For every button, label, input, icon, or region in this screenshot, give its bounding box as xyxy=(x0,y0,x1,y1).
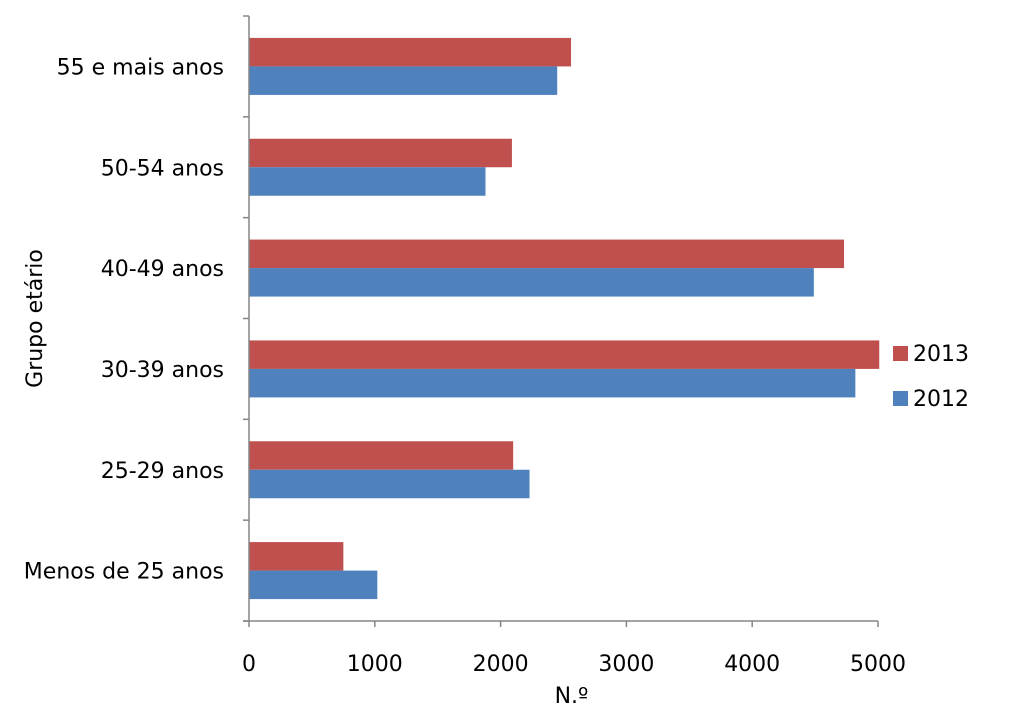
bar-2013 xyxy=(249,340,880,369)
legend-swatch xyxy=(893,391,908,406)
bar-2012 xyxy=(249,66,558,95)
x-tick-label: 5000 xyxy=(850,652,906,677)
legend-swatch xyxy=(893,346,908,361)
x-tick-label: 3000 xyxy=(598,652,654,677)
bar-2012 xyxy=(249,368,856,398)
bar-2012 xyxy=(249,167,486,196)
x-axis-title: N.º xyxy=(555,684,589,709)
bar-2013 xyxy=(249,542,344,571)
bar-2013 xyxy=(249,441,514,470)
x-tick-label: 2000 xyxy=(473,652,529,677)
category-label: 40-49 anos xyxy=(101,257,224,282)
x-tick-label: 1000 xyxy=(347,652,403,677)
bars-group xyxy=(249,37,880,600)
x-tick-labels-group: 0 1000 2000 3000 4000 5000 xyxy=(242,652,906,677)
category-label: 55 e mais anos xyxy=(57,55,224,80)
bar-2012 xyxy=(249,570,378,600)
y-axis-title: Grupo etário xyxy=(23,249,48,388)
x-tick-label: 0 xyxy=(242,652,256,677)
x-ticks-group xyxy=(248,621,879,627)
x-tick-label: 4000 xyxy=(724,652,780,677)
category-label: 50-54 anos xyxy=(101,156,224,181)
bar-2012 xyxy=(249,268,814,297)
category-label: 25-29 anos xyxy=(101,459,224,484)
axes-group xyxy=(243,16,878,622)
legend-label: 2012 xyxy=(913,387,969,412)
bar-2013 xyxy=(249,37,572,67)
bar-2013 xyxy=(249,138,512,168)
y-ticks-group xyxy=(243,15,249,622)
category-label: Menos de 25 anos xyxy=(24,560,224,585)
bar-2013 xyxy=(249,239,845,269)
bar-2012 xyxy=(249,469,530,499)
legend: 2013 2012 xyxy=(893,342,969,412)
category-label: 30-39 anos xyxy=(101,358,224,383)
legend-label: 2013 xyxy=(913,342,969,367)
category-labels-group: Menos de 25 anos 25-29 anos 30-39 anos 40-4… xyxy=(24,55,224,584)
